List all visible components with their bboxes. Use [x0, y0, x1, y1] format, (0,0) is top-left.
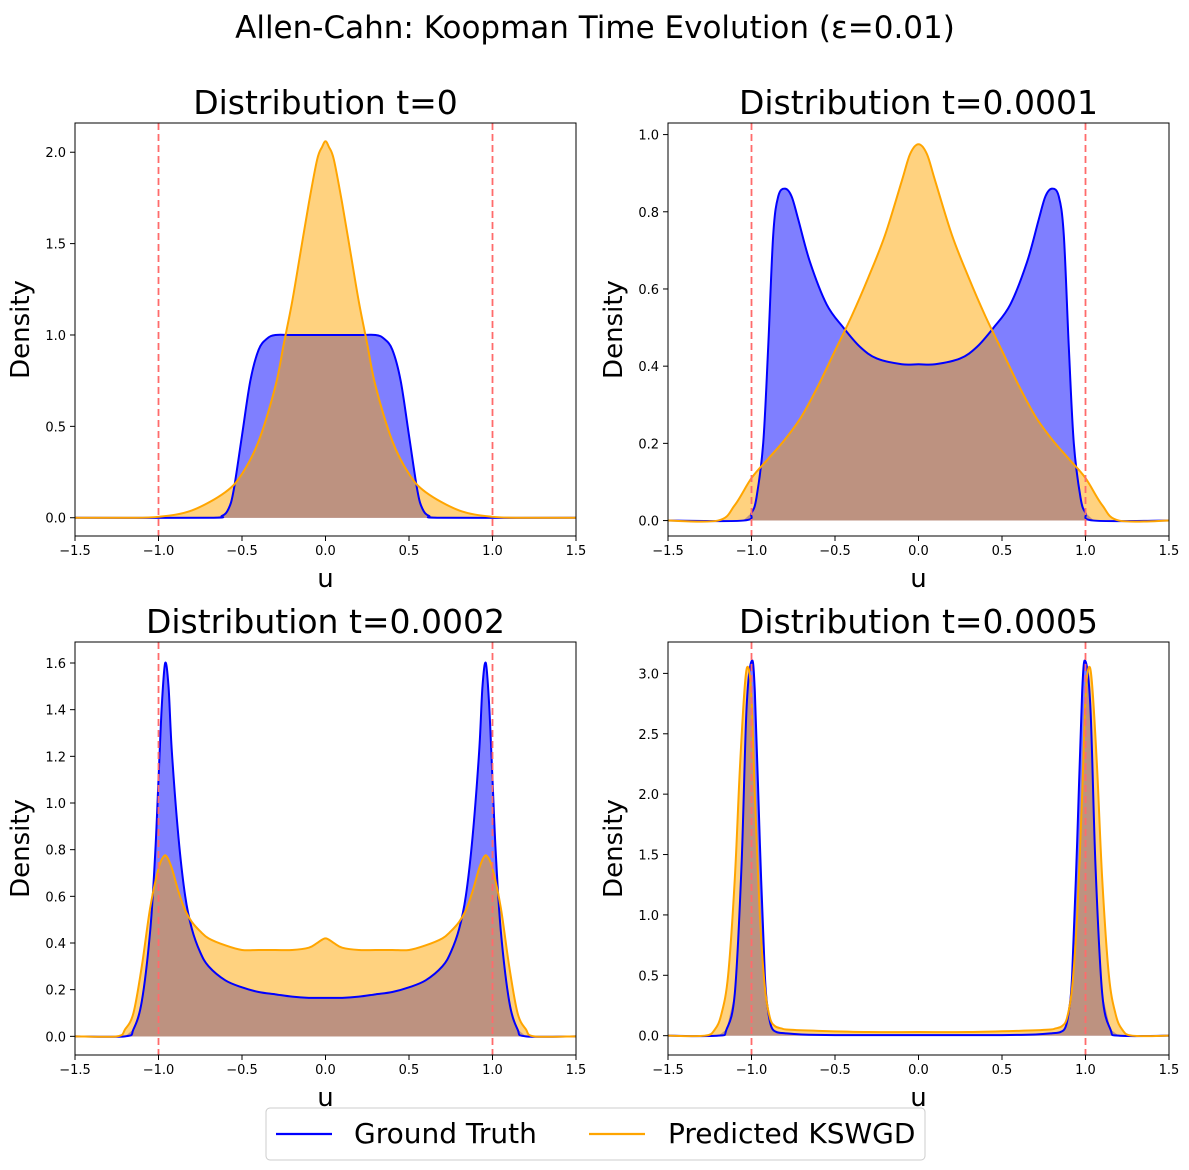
x-tick-label: 1.0 [1075, 544, 1096, 559]
x-tick-label: 0.5 [992, 544, 1013, 559]
overlap-area [75, 334, 576, 518]
y-tick-label: 0.0 [45, 1030, 66, 1045]
y-tick-label: 0.6 [45, 890, 66, 905]
plot-area [75, 123, 576, 536]
y-tick-label: 2.0 [638, 788, 659, 803]
x-tick-label: 0.0 [908, 1063, 929, 1078]
x-tick-label: −0.5 [226, 1063, 258, 1078]
y-tick-label: 0.0 [638, 1030, 659, 1045]
legend-label-predicted: Predicted KSWGD [668, 1117, 915, 1150]
y-tick-label: 0.8 [638, 206, 659, 221]
y-tick-label: 1.0 [638, 909, 659, 924]
predicted-area [668, 144, 1169, 522]
x-tick-label: 0.0 [315, 1063, 336, 1078]
y-tick-label: 1.0 [45, 329, 66, 344]
predicted-line [75, 854, 576, 1038]
x-tick-label: 1.5 [1159, 1063, 1180, 1078]
y-tick-label: 3.0 [638, 667, 659, 682]
x-tick-label: 1.0 [482, 544, 503, 559]
y-tick-label: 1.4 [45, 704, 66, 719]
y-tick-label: 1.2 [45, 750, 66, 765]
x-tick-label: 1.0 [1075, 1063, 1096, 1078]
x-tick-label: 1.5 [1159, 544, 1180, 559]
x-tick-label: −1.5 [652, 544, 684, 559]
x-tick-label: −1.0 [143, 1063, 175, 1078]
y-tick-label: 1.5 [638, 849, 659, 864]
y-tick-label: 0.0 [45, 512, 66, 527]
ground-truth-line [668, 659, 1169, 1038]
x-axis-label: u [910, 1083, 926, 1113]
x-tick-label: −1.5 [59, 544, 91, 559]
subplot-2: Distribution t=0.0001 −1.5 −1.0 −0.5 0.0 0.5 1… [599, 83, 1179, 594]
y-tick-label: 0.2 [638, 437, 659, 452]
ground-truth-line [75, 661, 576, 1038]
y-tick-label: 0.4 [45, 937, 66, 952]
subplot-title: Distribution t=0.0001 [739, 83, 1098, 122]
y-tick-label: 1.0 [638, 129, 659, 144]
x-axis-label: u [910, 564, 926, 594]
predicted-line [75, 140, 576, 519]
x-tick-label: −1.5 [652, 1063, 684, 1078]
y-tick-label: 0.0 [638, 515, 659, 530]
subplot-1: Distribution t=0 −1.5 −1.0 −0.5 0.0 0.5 1.0 1.5… [6, 83, 586, 594]
y-tick-label: 0.5 [638, 969, 659, 984]
y-tick-label: 0.2 [45, 984, 66, 999]
ground-truth-area [75, 662, 576, 1037]
ground-truth-line [668, 187, 1169, 523]
y-tick-label: 1.6 [45, 657, 66, 672]
y-tick-label: 0.4 [638, 360, 659, 375]
predicted-line [668, 143, 1169, 523]
y-axis-label: Density [599, 280, 629, 379]
x-tick-label: −0.5 [819, 544, 851, 559]
x-tick-label: −1.0 [736, 1063, 768, 1078]
y-tick-label: 1.5 [45, 238, 66, 253]
x-tick-label: 0.0 [908, 544, 929, 559]
overlap-area [668, 330, 1169, 521]
x-tick-label: 0.5 [399, 1063, 420, 1078]
x-tick-label: −0.5 [819, 1063, 851, 1078]
subplots-grid: Distribution t=0 −1.5 −1.0 −0.5 0.0 0.5 1.0 1.5… [6, 83, 1179, 1113]
y-axis-label: Density [6, 280, 36, 379]
plot-area [668, 642, 1169, 1055]
x-tick-label: 1.0 [482, 1063, 503, 1078]
x-tick-label: 1.5 [566, 544, 587, 559]
figure-title: Allen-Cahn: Koopman Time Evolution (ε=0.… [235, 10, 955, 46]
x-axis-label: u [317, 564, 333, 594]
x-tick-label: −0.5 [226, 544, 258, 559]
predicted-area [75, 141, 576, 518]
ground-truth-line [75, 333, 576, 519]
y-tick-label: 1.0 [45, 797, 66, 812]
plot-area [75, 642, 576, 1055]
subplot-title: Distribution t=0.0005 [739, 602, 1098, 641]
x-tick-label: 0.0 [315, 544, 336, 559]
y-tick-label: 2.5 [638, 728, 659, 743]
subplot-title: Distribution t=0 [193, 83, 458, 122]
legend: Ground Truth Predicted KSWGD [265, 1107, 926, 1161]
y-axis-label: Density [599, 799, 629, 898]
y-axis-label: Density [6, 799, 36, 898]
x-tick-label: −1.0 [736, 544, 768, 559]
subplot-3: Distribution t=0.0002 −1.5 −1.0 −0.5 0.0 0.5 1… [6, 602, 586, 1113]
x-tick-label: −1.0 [143, 544, 175, 559]
y-tick-label: 2.0 [45, 146, 66, 161]
subplot-title: Distribution t=0.0002 [146, 602, 505, 641]
overlap-area [75, 856, 576, 1037]
x-tick-label: −1.5 [59, 1063, 91, 1078]
x-tick-label: 0.5 [399, 544, 420, 559]
x-tick-label: 1.5 [566, 1063, 587, 1078]
y-tick-label: 0.5 [45, 420, 66, 435]
legend-label-ground-truth: Ground Truth [354, 1117, 537, 1150]
subplot-4: Distribution t=0.0005 −1.5 −1.0 −0.5 0.0 0.5 1… [599, 602, 1179, 1113]
predicted-line [668, 665, 1169, 1038]
x-tick-label: 0.5 [992, 1063, 1013, 1078]
y-tick-label: 0.8 [45, 844, 66, 859]
y-tick-label: 0.6 [638, 283, 659, 298]
x-axis-label: u [317, 1083, 333, 1113]
plot-area [668, 123, 1169, 536]
